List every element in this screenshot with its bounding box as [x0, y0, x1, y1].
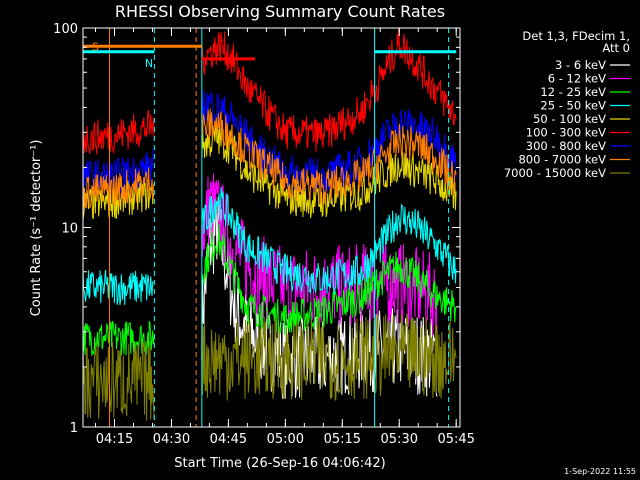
- legend-label-8: 800 - 7000 keV: [518, 153, 606, 167]
- chart-title: RHESSI Observing Summary Count Rates: [115, 2, 445, 21]
- series-line-8: [82, 108, 457, 209]
- legend-label-1: 3 - 6 keV: [555, 58, 606, 72]
- footer-timestamp: 1-Sep-2022 11:55: [564, 467, 636, 476]
- x-tick-label: 05:45: [437, 432, 474, 447]
- flag-label-s: S: [92, 40, 99, 53]
- y-tick-label: 1: [70, 421, 78, 436]
- flag-label-n: N: [145, 57, 153, 70]
- plot-area: SN: [82, 27, 457, 427]
- legend-label-4: 25 - 50 keV: [540, 99, 606, 113]
- y-axis-label: Count Rate (s⁻¹ detector⁻¹): [29, 140, 44, 317]
- y-tick-label: 100: [53, 22, 78, 37]
- legend-label-3: 12 - 25 keV: [540, 85, 606, 99]
- x-tick-label: 05:15: [324, 432, 361, 447]
- series-line-4: [82, 187, 457, 306]
- legend-header-line-2: Att 0: [602, 41, 630, 55]
- series-line-3: [82, 224, 457, 356]
- x-tick-label: 04:30: [153, 432, 190, 447]
- y-tick-label: 10: [61, 222, 78, 237]
- x-tick-label: 04:15: [96, 432, 133, 447]
- legend-label-7: 300 - 800 keV: [526, 139, 606, 153]
- legend-header-line-1: Det 1,3, FDecim 1,: [522, 29, 630, 43]
- legend-label-6: 100 - 300 keV: [526, 126, 606, 140]
- series-line-9: [82, 313, 457, 421]
- x-tick-label: 04:45: [210, 432, 247, 447]
- legend-label-9: 7000 - 15000 keV: [504, 166, 606, 180]
- x-tick-label: 05:30: [381, 432, 418, 447]
- x-tick-label: 05:00: [267, 432, 304, 447]
- legend-label-5: 50 - 100 keV: [533, 112, 606, 126]
- series-line-6: [82, 27, 457, 155]
- legend-label-2: 6 - 12 keV: [548, 72, 606, 86]
- axis-ticks: 04:15 04:30 04:45 05:00 05:15 05:30 05:45 1 10 10…: [53, 22, 475, 447]
- x-axis-label: Start Time (26-Sep-16 04:06:42): [174, 456, 385, 471]
